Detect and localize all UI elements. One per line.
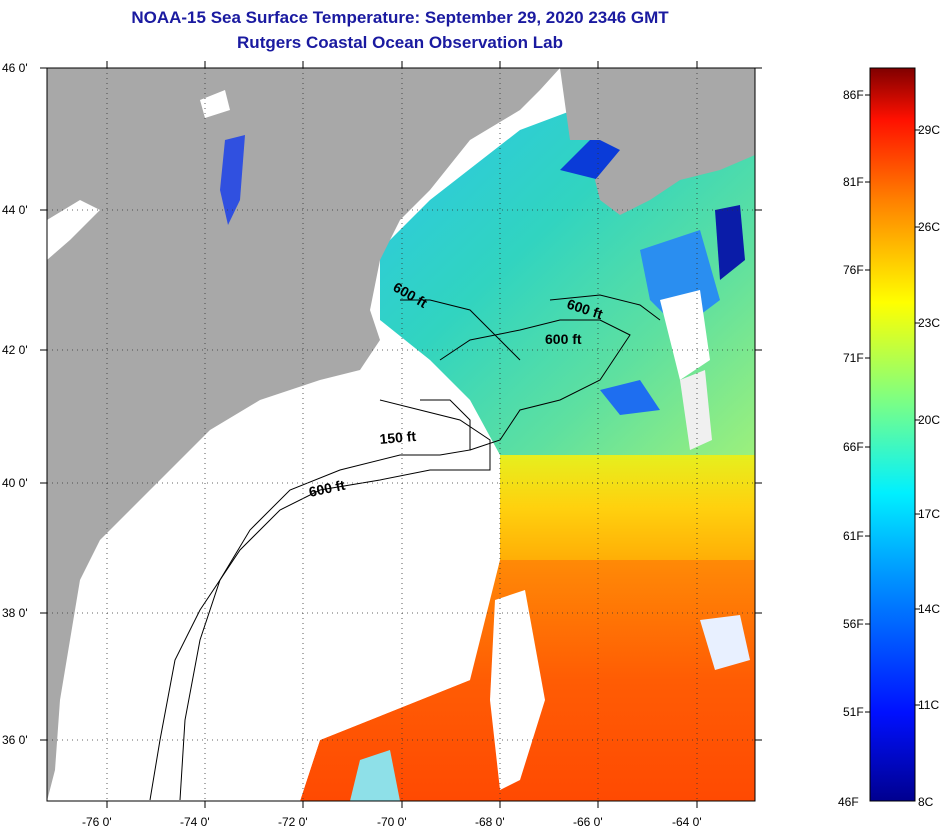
inland-lake [220, 135, 245, 225]
colorbar-label-c: 11C [918, 698, 939, 712]
contour-line [439, 319, 631, 451]
lat-label: 42 0' [2, 343, 28, 357]
sst-map[interactable]: 600 ft 600 ft 600 ft 150 ft 600 ft [47, 68, 755, 801]
colorbar-label-f: 66F [843, 440, 864, 454]
map-subtitle: Rutgers Coastal Ocean Observation Lab [237, 33, 563, 52]
colorbar-label-c: 8C [918, 795, 934, 809]
colorbar-label-c: 23C [918, 316, 940, 330]
colorbar-label-f: 81F [843, 175, 864, 189]
colorbar-label-f: 76F [843, 263, 864, 277]
colorbar-label-f: 56F [843, 617, 864, 631]
land-mass-canada [560, 68, 755, 215]
lon-label: -68 0' [475, 815, 505, 829]
map-frame [46, 67, 756, 802]
cold-water-patch [715, 205, 745, 280]
colorbar-label-c: 14C [918, 602, 940, 616]
lat-label: 44 0' [2, 203, 28, 217]
contour-label: 600 ft [545, 331, 582, 347]
colorbar-label-c: 20C [918, 413, 940, 427]
cloud-patch [660, 290, 710, 380]
colorbar-label-f: 71F [843, 351, 864, 365]
colorbar-label-c: 26C [918, 220, 940, 234]
lon-label: -72 0' [278, 815, 308, 829]
map-title: NOAA-15 Sea Surface Temperature: Septemb… [131, 8, 669, 27]
lon-label: -64 0' [672, 815, 702, 829]
lat-label: 36 0' [2, 733, 28, 747]
cloud-patch [490, 590, 545, 790]
colorbar-label-f: 86F [843, 88, 864, 102]
colorbar-label-c: 17C [918, 507, 940, 521]
graticule [47, 68, 755, 801]
colorbar-label-c: 29C [918, 123, 940, 137]
chesapeake-bay [105, 520, 180, 801]
colorbar-label-f: 51F [843, 705, 864, 719]
inland-lake [47, 200, 100, 260]
lon-label: -74 0' [180, 815, 210, 829]
colorbar-label-f: 46F [838, 795, 859, 809]
contour-line [149, 399, 491, 801]
cloud-patch [680, 370, 712, 450]
contour-label: 150 ft [379, 428, 417, 447]
lat-label: 38 0' [2, 606, 28, 620]
cool-streak [350, 750, 400, 801]
lat-label: 40 0' [2, 476, 28, 490]
contour-line [549, 294, 661, 321]
contour-line [400, 299, 521, 361]
lon-label: -76 0' [82, 815, 112, 829]
lon-label: -66 0' [573, 815, 603, 829]
tick-marks [40, 61, 762, 808]
land-mass-us [47, 68, 560, 801]
colorbar [869, 67, 916, 802]
cloud-patch [700, 615, 750, 670]
lat-label: 46 0' [2, 61, 28, 75]
shelf-region [150, 360, 500, 801]
cool-water-patch [600, 380, 660, 415]
warm-water-band [500, 455, 755, 560]
lon-label: -70 0' [377, 815, 407, 829]
colorbar-ticks [865, 94, 920, 713]
contour-label: 600 ft [307, 477, 346, 500]
colorbar-label-f: 61F [843, 529, 864, 543]
inland-lake [200, 90, 230, 118]
contour-line [179, 399, 471, 801]
